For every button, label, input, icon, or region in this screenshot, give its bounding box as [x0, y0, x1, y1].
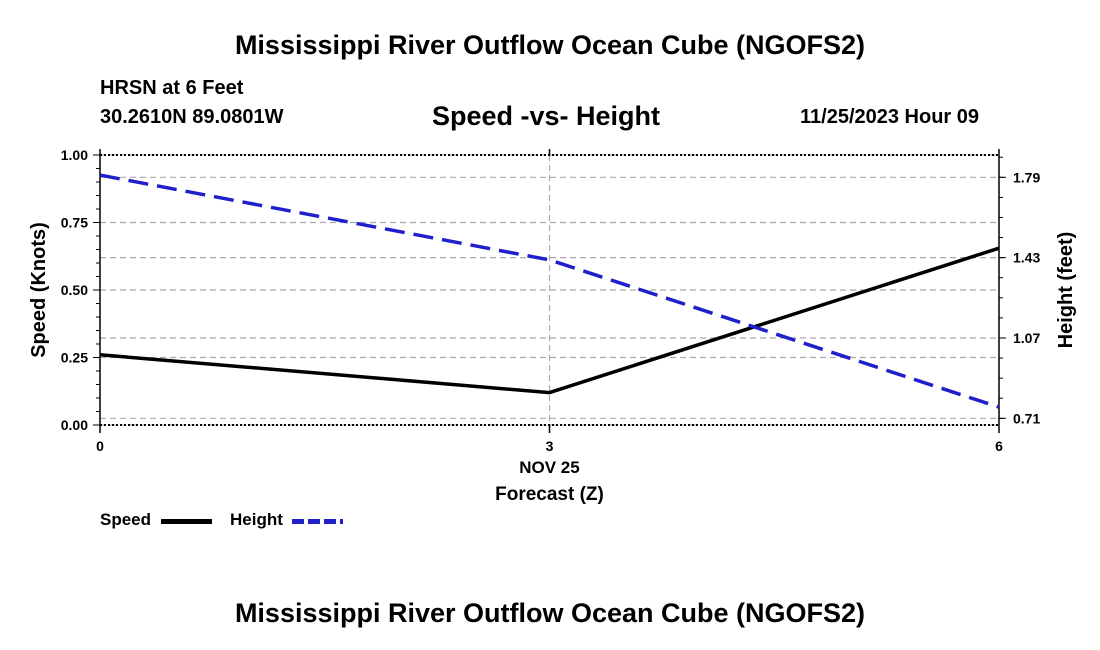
series-line-speed — [99, 246, 1000, 395]
chart-subtitle: Speed -vs- Height — [432, 101, 661, 131]
y-right-tick-label: 0.71 — [1013, 410, 1040, 426]
series-line-height — [99, 173, 1000, 409]
x-tick-label: 0 — [96, 438, 104, 454]
station-coordinates: 30.2610N 89.0801W — [100, 106, 284, 128]
y-left-tick-label: 1.00 — [61, 147, 88, 163]
footer-title: Mississippi River Outflow Ocean Cube (NG… — [234, 598, 866, 628]
forecast-datetime: 11/25/2023 Hour 09 — [800, 106, 980, 128]
legend-height-label: Height — [230, 510, 283, 529]
y-right-axis-title: Height (feet) — [1055, 232, 1077, 349]
y-right-tick-label: 1.43 — [1013, 250, 1040, 266]
main-title: Mississippi River Outflow Ocean Cube (NG… — [234, 30, 866, 60]
legend-speed-label: Speed — [100, 510, 152, 529]
y-right-tick-label: 1.07 — [1013, 330, 1040, 346]
x-date-label: NOV 25 — [519, 458, 579, 477]
y-left-tick-label: 0.50 — [61, 282, 88, 298]
x-tick-label: 3 — [546, 438, 554, 454]
station-label: HRSN at 6 Feet — [100, 77, 244, 99]
x-tick-label: 6 — [995, 438, 1003, 454]
y-left-axis-title: Speed (Knots) — [28, 222, 50, 358]
y-left-tick-label: 0.25 — [61, 350, 88, 366]
legend-speed-swatch — [161, 519, 212, 524]
y-left-tick-label: 0.00 — [61, 417, 88, 433]
y-left-tick-label: 0.75 — [61, 215, 88, 231]
x-axis-title: Forecast (Z) — [495, 484, 604, 505]
y-right-tick-label: 1.79 — [1013, 169, 1040, 185]
legend-height-swatch — [292, 519, 343, 524]
